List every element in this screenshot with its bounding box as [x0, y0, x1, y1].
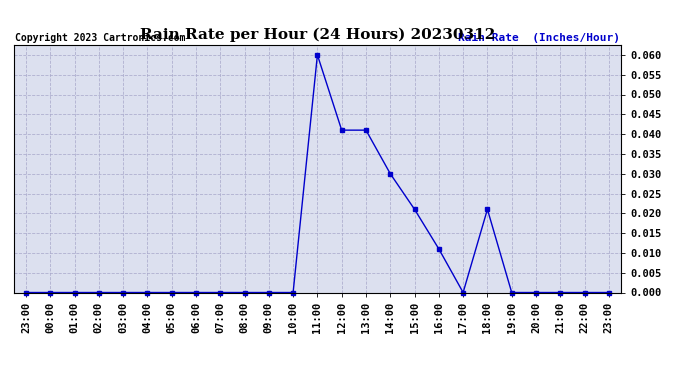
- Text: Copyright 2023 Cartronics.com: Copyright 2023 Cartronics.com: [15, 33, 186, 42]
- Title: Rain Rate per Hour (24 Hours) 20230312: Rain Rate per Hour (24 Hours) 20230312: [140, 28, 495, 42]
- Text: Rain Rate  (Inches/Hour): Rain Rate (Inches/Hour): [457, 33, 620, 42]
